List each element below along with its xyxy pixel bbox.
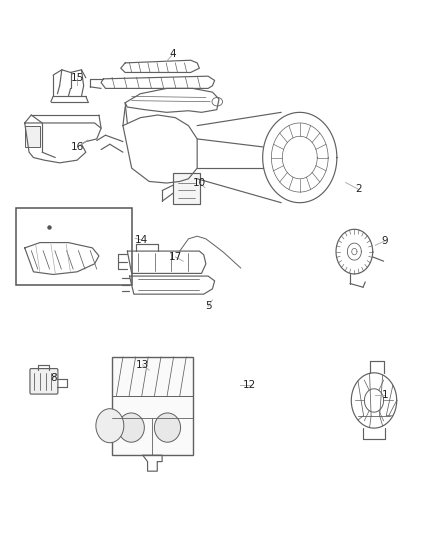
Bar [25, 126, 40, 147]
Text: 17: 17 [169, 252, 182, 262]
Text: 14: 14 [134, 235, 148, 245]
Text: 9: 9 [381, 236, 388, 246]
FancyBboxPatch shape [30, 368, 58, 394]
Text: 16: 16 [71, 142, 84, 152]
Text: 1: 1 [381, 390, 388, 400]
Ellipse shape [118, 413, 145, 442]
Bar [16, 208, 132, 285]
Text: 4: 4 [170, 49, 177, 59]
Circle shape [96, 409, 124, 443]
Bar [173, 173, 200, 204]
Text: 5: 5 [205, 301, 212, 311]
Text: 15: 15 [71, 73, 84, 83]
Text: 10: 10 [193, 177, 206, 188]
Text: 13: 13 [136, 360, 149, 370]
Bar [112, 357, 193, 455]
Text: 2: 2 [355, 184, 362, 195]
Text: 8: 8 [50, 373, 57, 383]
Ellipse shape [154, 413, 180, 442]
Text: 12: 12 [243, 379, 256, 390]
